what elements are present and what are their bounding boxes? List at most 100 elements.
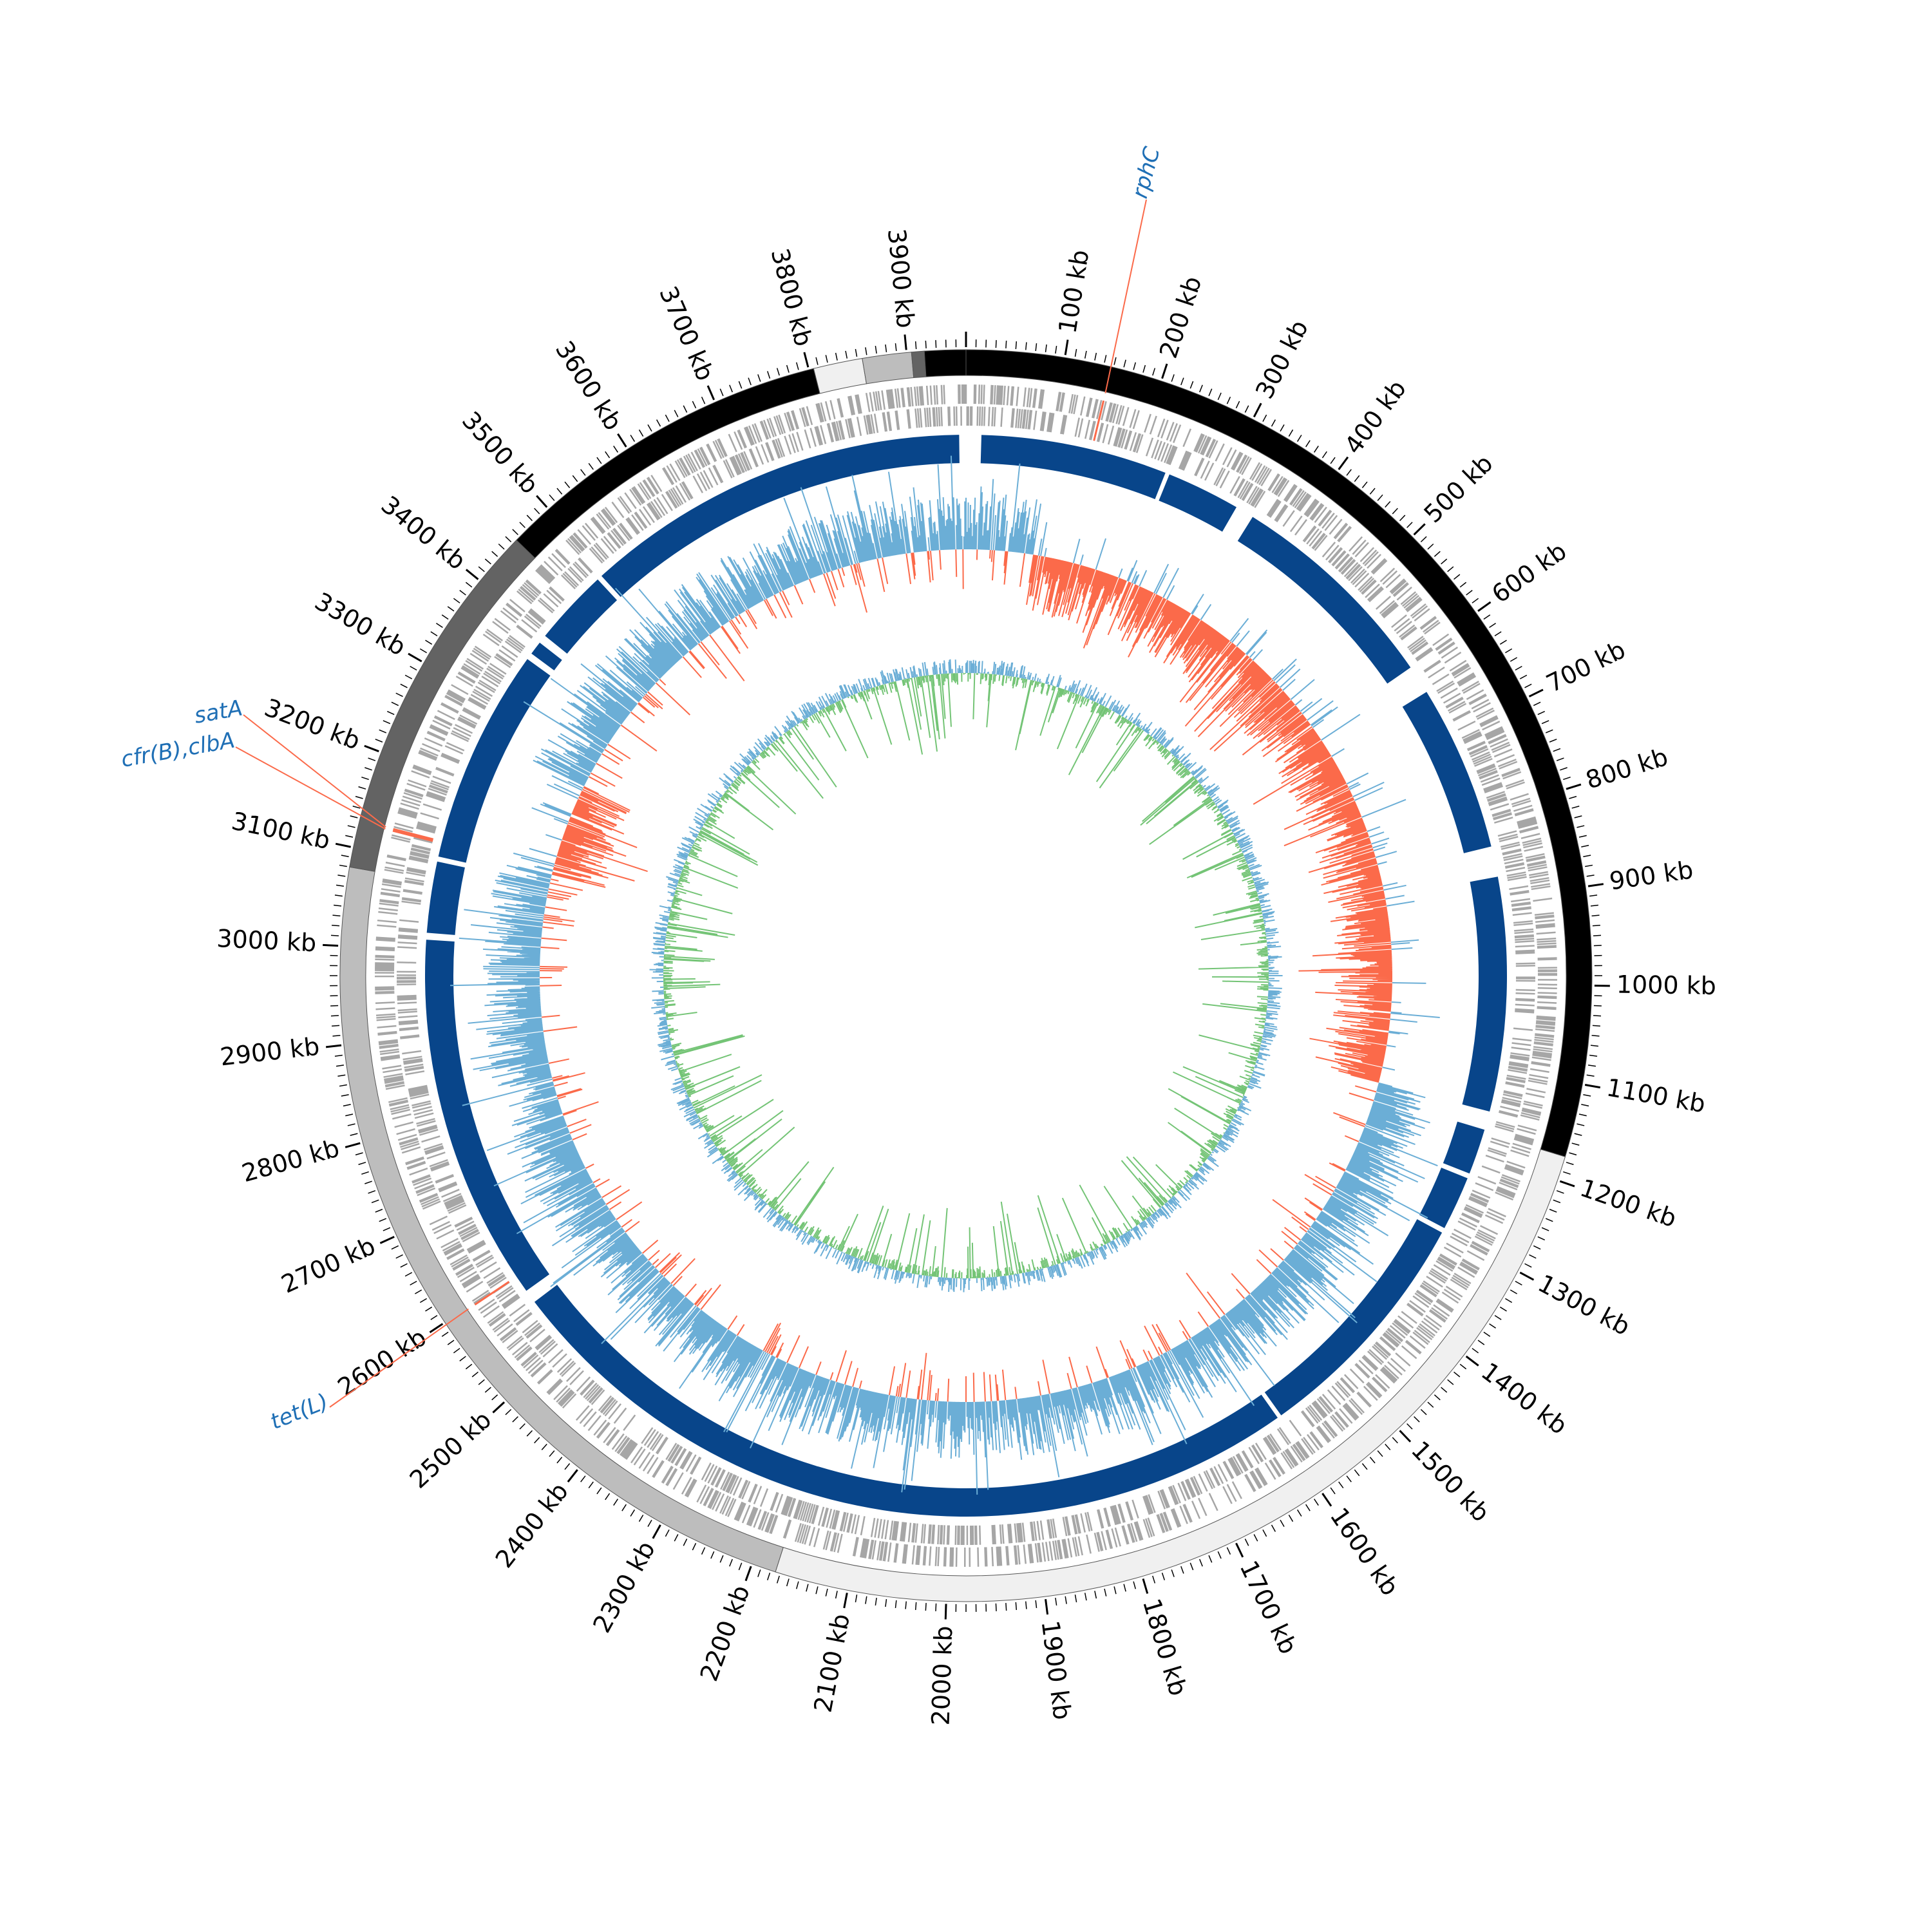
minor-tick (1377, 494, 1383, 501)
alignment-ring (425, 435, 1507, 1517)
minor-tick (613, 446, 618, 453)
minor-tick (505, 1408, 512, 1416)
alignment-block (1159, 474, 1236, 532)
minor-tick (400, 683, 408, 688)
minor-tick (1142, 365, 1146, 373)
minor-tick (1321, 451, 1327, 459)
minor-tick (465, 1363, 473, 1370)
minor-tick (835, 352, 838, 361)
minor-tick (1369, 1457, 1376, 1464)
minor-tick (605, 451, 611, 459)
minor-tick (1123, 1584, 1126, 1592)
minor-tick (453, 1348, 460, 1354)
gene-annotation-track (374, 384, 1558, 1567)
minor-tick (1385, 1443, 1391, 1450)
tick-label: 3200 kb (261, 693, 364, 755)
major-tick (364, 744, 379, 753)
tick-label: 2800 kb (239, 1134, 343, 1188)
major-tick (1253, 402, 1262, 418)
minor-tick (355, 1152, 363, 1156)
minor-tick (665, 414, 670, 422)
minor-tick (1533, 1245, 1541, 1250)
tick-label: 2400 kb (490, 1477, 574, 1573)
minor-tick (556, 488, 563, 495)
tick-label: 300 kb (1250, 316, 1314, 403)
minor-tick (1280, 424, 1285, 432)
minor-tick (1581, 844, 1589, 848)
gc-skew-track (450, 455, 1440, 1495)
minor-tick (1399, 515, 1406, 522)
minor-tick (1025, 342, 1027, 350)
minor-tick (368, 757, 376, 761)
minor-tick (683, 405, 688, 413)
minor-tick (471, 1371, 478, 1378)
tick-label: 1500 kb (1406, 1435, 1495, 1527)
minor-tick (498, 544, 505, 550)
minor-tick (1361, 1463, 1368, 1470)
gene-callout-label: cfr(B),clbA (119, 727, 237, 772)
minor-tick (1489, 623, 1496, 628)
major-tick (652, 1524, 661, 1539)
alignment-block (980, 435, 1166, 500)
minor-tick (738, 1562, 743, 1571)
tick-label: 1800 kb (1137, 1595, 1193, 1699)
minor-tick (825, 1588, 828, 1596)
minor-tick (1420, 1408, 1427, 1416)
minor-tick (925, 1602, 927, 1611)
minor-tick (630, 1509, 636, 1517)
minor-tick (375, 1209, 383, 1213)
minor-tick (1441, 558, 1448, 565)
minor-tick (1505, 1298, 1513, 1303)
minor-tick (845, 350, 848, 359)
minor-tick (541, 1443, 547, 1450)
minor-tick (1189, 1562, 1194, 1571)
minor-tick (710, 1551, 715, 1559)
tick-label: 1300 kb (1533, 1269, 1634, 1341)
minor-tick (336, 1065, 345, 1067)
minor-tick (621, 1504, 627, 1511)
minor-tick (1361, 481, 1368, 488)
minor-tick (336, 884, 345, 887)
minor-tick (1346, 1475, 1352, 1482)
minor-tick (1296, 435, 1302, 442)
minor-tick (337, 875, 346, 877)
minor-tick (350, 815, 358, 819)
minor-tick (1271, 1524, 1276, 1532)
minor-tick (400, 1263, 408, 1268)
minor-tick (441, 614, 449, 620)
tick-label: 1100 kb (1604, 1073, 1707, 1118)
minor-tick (1354, 1469, 1360, 1477)
gene-callout-line (329, 1308, 469, 1408)
minor-tick (1494, 631, 1502, 636)
minor-tick (1447, 566, 1454, 573)
alignment-block (531, 642, 562, 671)
major-tick (1064, 339, 1069, 355)
alignment-block (1237, 516, 1411, 684)
minor-tick (371, 1199, 379, 1204)
minor-tick (865, 347, 867, 355)
minor-tick (1330, 1487, 1336, 1495)
minor-tick (549, 1450, 555, 1457)
minor-tick (875, 345, 877, 354)
minor-tick (395, 1254, 403, 1259)
minor-tick (1244, 405, 1249, 413)
tick-label: 1400 kb (1476, 1357, 1573, 1440)
minor-tick (1346, 469, 1352, 476)
minor-tick (484, 558, 491, 565)
major-tick (843, 1593, 848, 1609)
minor-tick (1406, 1423, 1413, 1430)
major-tick (345, 1142, 361, 1148)
minor-tick (330, 934, 339, 936)
gene-callout-label: tet(L) (267, 1388, 332, 1435)
minor-tick (1305, 1504, 1311, 1511)
tick-label: 3000 kb (216, 924, 317, 957)
major-tick (744, 1566, 752, 1582)
minor-tick (580, 1475, 586, 1482)
tick-label: 1600 kb (1325, 1502, 1405, 1601)
minor-tick (345, 835, 354, 838)
minor-tick (1427, 544, 1434, 550)
tick-label: 200 kb (1154, 273, 1208, 362)
minor-tick (1314, 1499, 1319, 1506)
minor-tick (478, 566, 485, 573)
tick-label: 2200 kb (695, 1582, 755, 1685)
